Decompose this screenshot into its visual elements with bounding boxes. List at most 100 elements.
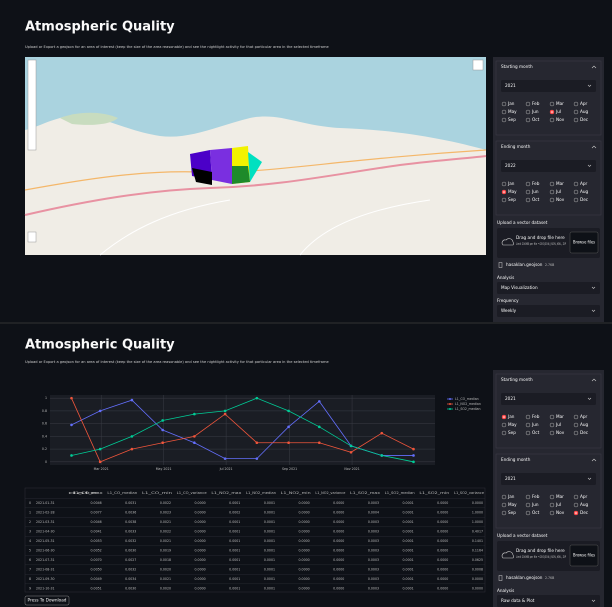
radio[interactable] [549, 502, 555, 508]
map[interactable] [24, 57, 487, 256]
radio[interactable] [501, 510, 507, 516]
radio[interactable] [573, 109, 579, 115]
select-box[interactable] [497, 305, 600, 317]
column-header[interactable]: L1_SO2_max [350, 491, 380, 495]
radio[interactable] [549, 101, 555, 107]
radio[interactable] [525, 494, 531, 500]
radio-label[interactable]: May [508, 189, 517, 194]
radio-label[interactable]: Nov [556, 430, 565, 435]
radio[interactable] [525, 189, 531, 195]
radio[interactable] [525, 101, 531, 107]
year-select[interactable] [501, 473, 596, 485]
select-box[interactable] [497, 282, 600, 294]
column-header[interactable]: L1_CO_max [73, 491, 103, 495]
radio[interactable] [549, 189, 555, 195]
column-header[interactable]: L1_NO2_variance [315, 491, 345, 495]
radio-label[interactable]: Jan [507, 101, 515, 106]
browse-button[interactable] [569, 544, 599, 567]
legend-label[interactable]: L1_CO_median [455, 397, 479, 401]
radio-label[interactable]: Sep [508, 197, 516, 202]
column-header[interactable]: L1_NO2_max [211, 491, 241, 495]
year-select[interactable] [501, 393, 596, 405]
radio-label[interactable]: Sep [508, 510, 516, 515]
radio-label[interactable]: Sep [508, 117, 516, 122]
radio-label[interactable]: Mar [556, 494, 564, 499]
column-header[interactable]: L1_CO_median [107, 491, 137, 495]
radio[interactable] [525, 414, 531, 420]
radio[interactable] [525, 181, 531, 187]
radio[interactable] [501, 494, 507, 500]
radio-label[interactable]: May [508, 109, 517, 114]
browse-label[interactable]: Browse files [573, 240, 595, 245]
radio[interactable] [525, 510, 531, 516]
radio[interactable] [573, 422, 579, 428]
radio[interactable] [573, 197, 579, 203]
radio-label[interactable]: Dec [580, 117, 589, 122]
radio-label[interactable]: Aug [580, 422, 589, 427]
radio[interactable] [501, 430, 507, 436]
radio-label[interactable]: Nov [556, 510, 565, 515]
radio[interactable] [501, 181, 507, 187]
year-select[interactable] [501, 160, 596, 172]
radio[interactable] [573, 494, 579, 500]
button-label[interactable]: Press To Download [28, 598, 67, 603]
radio-label[interactable]: May [508, 502, 517, 507]
radio-label[interactable]: Jan [507, 414, 515, 419]
radio-label[interactable]: Apr [580, 181, 588, 186]
radio[interactable] [549, 422, 555, 428]
column-header[interactable]: L1_NO2_min [281, 491, 311, 495]
radio-label[interactable]: Mar [556, 414, 564, 419]
radio[interactable] [525, 197, 531, 203]
radio-label[interactable]: Oct [532, 510, 540, 515]
browse-button[interactable] [569, 231, 599, 254]
radio-label[interactable]: Jan [507, 494, 515, 499]
radio[interactable] [501, 422, 507, 428]
browse-label[interactable]: Browse files [573, 553, 595, 558]
map-layers[interactable] [27, 231, 37, 243]
year-select[interactable] [501, 80, 596, 92]
radio-label[interactable]: Jun [531, 422, 539, 427]
column-header[interactable]: L1_CO_min [142, 491, 172, 495]
column-header[interactable]: L1_NO2_median [246, 491, 276, 495]
expander[interactable] [495, 453, 602, 529]
radio-label[interactable]: Jun [531, 502, 539, 507]
radio-label[interactable]: Jun [531, 189, 539, 194]
radio-label[interactable]: Oct [532, 117, 540, 122]
expander[interactable] [495, 140, 602, 216]
radio-label[interactable]: Jun [531, 109, 539, 114]
map-toolbar[interactable] [27, 59, 37, 151]
radio-label[interactable]: Feb [532, 414, 540, 419]
radio[interactable] [501, 197, 507, 203]
radio[interactable] [573, 117, 579, 123]
radio-label[interactable]: Feb [532, 181, 540, 186]
radio-label[interactable]: Aug [580, 189, 589, 194]
radio[interactable] [525, 109, 531, 115]
radio-label[interactable]: Dec [580, 510, 589, 515]
legend-label[interactable]: L1_SO2_median [455, 407, 481, 411]
radio-label[interactable]: Jul [555, 422, 561, 427]
radio-label[interactable]: Jul [555, 109, 561, 114]
radio[interactable] [573, 430, 579, 436]
legend-label[interactable]: L1_NO2_median [455, 402, 481, 406]
radio-label[interactable]: Sep [508, 430, 516, 435]
radio[interactable] [501, 101, 507, 107]
radio[interactable] [549, 197, 555, 203]
radio-label[interactable]: May [508, 422, 517, 427]
radio-label[interactable]: Jul [555, 502, 561, 507]
radio-label[interactable]: Oct [532, 197, 540, 202]
radio[interactable] [549, 510, 555, 516]
radio[interactable] [573, 414, 579, 420]
radio-label[interactable]: Dec [580, 430, 589, 435]
radio[interactable] [525, 502, 531, 508]
radio-label[interactable]: Mar [556, 101, 564, 106]
radio[interactable] [525, 430, 531, 436]
radio-label[interactable]: Nov [556, 197, 565, 202]
radio-label[interactable]: Feb [532, 494, 540, 499]
radio[interactable] [573, 502, 579, 508]
radio[interactable] [549, 414, 555, 420]
radio-label[interactable]: Apr [580, 101, 588, 106]
radio-label[interactable]: Aug [580, 502, 589, 507]
column-header[interactable]: L1_SO2_median [385, 491, 415, 495]
radio[interactable] [525, 422, 531, 428]
radio[interactable] [549, 117, 555, 123]
